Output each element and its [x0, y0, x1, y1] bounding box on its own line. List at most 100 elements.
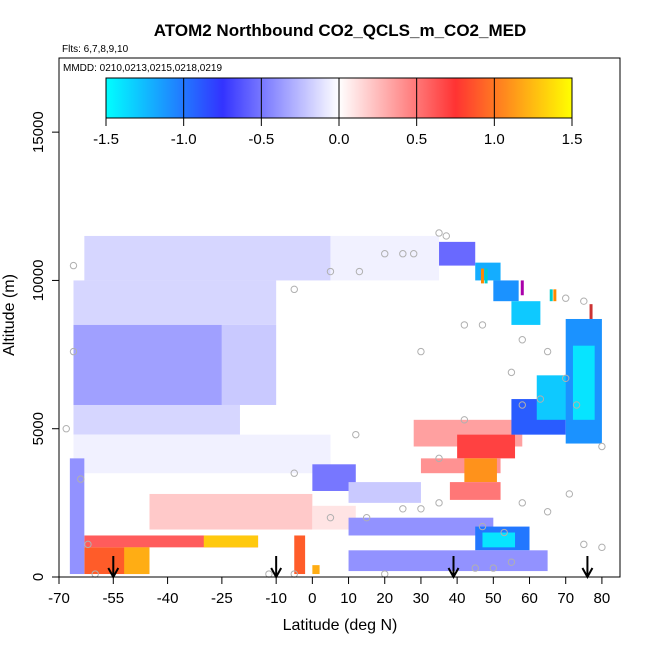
y-axis: 0 5000 10000 15000 — [30, 111, 59, 581]
heatmap-cell — [84, 235, 331, 281]
colorbar-tick-label: 1.0 — [484, 131, 505, 148]
data-point — [290, 469, 298, 477]
data-point — [543, 508, 552, 516]
data-point — [489, 564, 498, 572]
x-tick-label: -10 — [265, 590, 287, 607]
heatmap-cell — [69, 458, 85, 575]
heatmap-cell — [511, 301, 541, 325]
data-point — [598, 543, 606, 552]
heatmap-cell — [493, 280, 519, 302]
x-tick-label: 40 — [449, 590, 466, 607]
colorbar: -1.5 -1.0 -0.5 0.0 0.5 1.0 1.5 — [93, 77, 582, 148]
colorbar-tick-label: 0.5 — [406, 131, 427, 148]
plot-frame — [58, 57, 621, 578]
data-point — [381, 250, 389, 258]
x-tick-label: 10 — [340, 590, 357, 607]
data-point — [265, 570, 273, 578]
heatmap-cell — [312, 464, 356, 491]
data-point — [290, 285, 298, 294]
heatmap-cell — [312, 565, 320, 575]
data-point — [62, 425, 70, 433]
heatmap-cell — [439, 241, 476, 266]
heatmap-cell — [221, 324, 277, 405]
heatmap-cell — [449, 482, 501, 500]
heatmap-cell — [294, 535, 306, 575]
data-point — [362, 513, 371, 522]
heatmap-cell — [73, 324, 222, 405]
data-point — [518, 499, 526, 507]
x-tick-label: 70 — [557, 590, 574, 607]
heatmap-cell — [124, 547, 150, 575]
data-point — [399, 505, 407, 513]
x-tick-label: 20 — [376, 590, 393, 607]
colorbar-tick-label: -1.0 — [171, 131, 197, 148]
data-point — [580, 297, 588, 305]
x-tick-label: -25 — [211, 590, 233, 607]
flights-annotation: Flts: 6,7,8,9,10 — [62, 44, 129, 55]
colorbar-tick-label: -1.5 — [93, 131, 119, 148]
data-point — [435, 454, 443, 463]
data-point — [77, 475, 85, 483]
x-tick-label: -40 — [157, 590, 179, 607]
data-point — [565, 490, 574, 498]
heatmap-cell — [149, 493, 313, 530]
y-axis-label: Altitude (m) — [1, 274, 18, 356]
data-point — [478, 321, 487, 329]
data-point — [69, 347, 78, 356]
heatmap-cell — [475, 262, 501, 281]
data-point — [417, 347, 425, 356]
x-tick-label: 50 — [485, 590, 502, 607]
colorbar-tick-label: -0.5 — [248, 131, 274, 148]
data-point — [399, 250, 407, 258]
heatmap-cell — [348, 482, 421, 503]
data-point — [355, 267, 364, 276]
x-axis: -70 -55 -40 -25 -10 0 10 20 30 40 50 60 70 80 — [48, 577, 610, 607]
y-tick-label: 5000 — [30, 412, 47, 445]
chart-title: ATOM2 Northbound CO2_QCLS_m_CO2_MED — [154, 21, 526, 40]
data-point — [84, 540, 92, 549]
data-point — [471, 564, 479, 572]
data-point — [442, 232, 450, 240]
data-point — [507, 558, 516, 566]
data-point — [478, 522, 487, 531]
x-tick-label: -70 — [48, 590, 70, 607]
heatmap-cell — [330, 235, 440, 281]
data-point — [580, 540, 588, 549]
heatmap-cell — [73, 404, 240, 435]
colorbar-ticks: -1.5 -1.0 -0.5 0.0 0.5 1.0 1.5 — [93, 78, 582, 148]
heatmap-cell — [203, 535, 259, 548]
x-tick-label: 0 — [308, 590, 316, 607]
data-point — [562, 294, 570, 302]
dates-annotation: MMDD: 0210,0213,0215,0218,0219 — [63, 63, 222, 74]
data-point — [435, 229, 443, 237]
heatmap-cell — [348, 550, 548, 572]
data-point — [562, 374, 570, 382]
heatmap-cell — [464, 458, 497, 483]
heatmap-cell — [482, 532, 516, 548]
data-point — [409, 250, 418, 258]
heatmap-cell — [73, 280, 277, 325]
x-tick-label: 80 — [594, 590, 611, 607]
x-tick-label: 60 — [521, 590, 538, 607]
heatmap-cell — [73, 434, 331, 474]
data-point — [572, 401, 581, 409]
y-tick-label: 15000 — [30, 111, 47, 153]
y-tick-label: 10000 — [30, 260, 47, 302]
data-point — [507, 368, 516, 377]
data-point — [435, 499, 443, 507]
data-point — [518, 401, 526, 409]
heatmap-cell — [348, 517, 494, 536]
colorbar-tick-label: 0.0 — [329, 131, 350, 148]
x-tick-label: -55 — [102, 590, 124, 607]
colorbar-tick-label: 1.5 — [562, 131, 583, 148]
data-point — [536, 395, 545, 403]
data-point — [69, 261, 78, 270]
heatmap-cell — [84, 535, 259, 548]
heatmap-cell — [457, 434, 516, 459]
x-tick-label: 30 — [413, 590, 430, 607]
data-point — [352, 430, 360, 439]
data-point — [518, 336, 526, 344]
data-point — [598, 442, 606, 451]
data-point — [326, 267, 335, 276]
